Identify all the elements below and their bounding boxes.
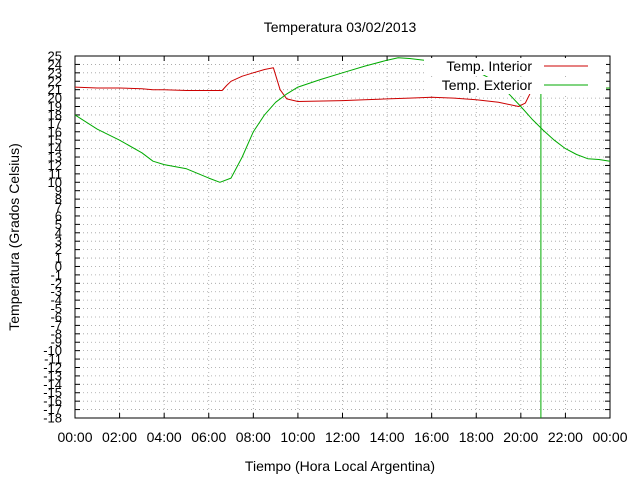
y-axis-ticks: 2524232221201918171615141312111098765432…: [43, 49, 610, 426]
y-tick-label: 12: [48, 158, 62, 173]
y-tick-label: 9: [55, 183, 62, 198]
y-tick-label: -8: [50, 326, 62, 341]
y-tick-label: 18: [48, 107, 62, 122]
legend-label: Temp. Interior: [446, 58, 532, 74]
legend: Temp. Interior Temp. Exterior: [424, 58, 606, 94]
y-tick-label: 2: [55, 242, 62, 257]
grid-lines: [75, 56, 610, 418]
y-tick-label: -18: [43, 411, 62, 426]
y-tick-label: 11: [49, 166, 63, 181]
legend-entry-bg: [424, 77, 606, 94]
x-tick-label: 00:00: [592, 429, 627, 445]
x-tick-label: 20:00: [503, 429, 538, 445]
x-tick-label: 16:00: [414, 429, 449, 445]
y-tick-label: -14: [43, 377, 62, 392]
x-axis-ticks: 00:00 02:00 04:00 06:00 08:00 10:00 12:00 14:00…: [57, 56, 628, 445]
y-tick-label: 21: [48, 82, 62, 97]
chart-title: Temperatura 03/02/2013: [264, 19, 417, 35]
y-tick-label: -9: [50, 335, 62, 350]
y-tick-label: 16: [48, 124, 62, 139]
legend-label: Temp. Exterior: [442, 77, 533, 93]
y-tick-label: 6: [55, 208, 62, 223]
plot-area-border: [74, 55, 611, 419]
y-tick-label: 19: [48, 99, 62, 114]
y-tick-label: 23: [48, 65, 62, 80]
y-tick-label: -5: [50, 301, 62, 316]
y-tick-label: 14: [48, 141, 62, 156]
y-tick-label: 3: [55, 234, 62, 249]
y-tick-label: 10: [48, 175, 62, 190]
x-tick-label: 18:00: [459, 429, 494, 445]
x-tick-label: 00:00: [57, 429, 92, 445]
x-tick-label: 06:00: [191, 429, 226, 445]
x-tick-label: 14:00: [370, 429, 405, 445]
y-tick-label: -11: [44, 352, 62, 367]
x-tick-label: 12:00: [325, 429, 360, 445]
y-tick-label: -2: [50, 276, 62, 291]
y-tick-label: 13: [48, 150, 62, 165]
legend-entry-bg: [424, 58, 606, 75]
y-tick-label: -3: [50, 284, 62, 299]
x-tick-label: 02:00: [102, 429, 137, 445]
y-tick-label: -10: [43, 343, 62, 358]
y-tick-label: 5: [55, 217, 62, 232]
y-tick-label: 4: [55, 225, 62, 240]
y-tick-label: 1: [55, 251, 62, 266]
y-tick-label: -7: [50, 318, 62, 333]
y-tick-label: 20: [48, 91, 62, 106]
y-tick-label: -13: [43, 368, 62, 383]
y-tick-label: 15: [48, 133, 62, 148]
series-line-0: [74, 67, 610, 107]
x-tick-label: 08:00: [236, 429, 271, 445]
y-tick-label: -16: [43, 394, 62, 409]
y-tick-label: -15: [43, 385, 62, 400]
y-tick-label: 25: [48, 49, 62, 64]
y-axis-label: Temperatura (Grados Celsius): [6, 143, 22, 331]
x-tick-label: 10:00: [280, 429, 315, 445]
y-tick-label: 24: [48, 57, 62, 72]
y-tick-label: 0: [55, 259, 62, 274]
series-line-1: [74, 57, 611, 183]
y-tick-label: 17: [48, 116, 62, 131]
y-tick-label: -12: [43, 360, 62, 375]
y-tick-label: -17: [43, 402, 62, 417]
y-tick-label: 22: [48, 74, 62, 89]
x-tick-label: 04:00: [147, 429, 182, 445]
x-tick-label: 22:00: [548, 429, 583, 445]
series-lines: [74, 57, 611, 418]
y-tick-label: 8: [55, 192, 62, 207]
y-tick-label: -6: [50, 309, 62, 324]
x-axis-label: Tiempo (Hora Local Argentina): [245, 458, 435, 474]
y-tick-label: -4: [50, 293, 62, 308]
y-tick-label: 7: [55, 200, 62, 215]
y-tick-label: -1: [50, 267, 62, 282]
